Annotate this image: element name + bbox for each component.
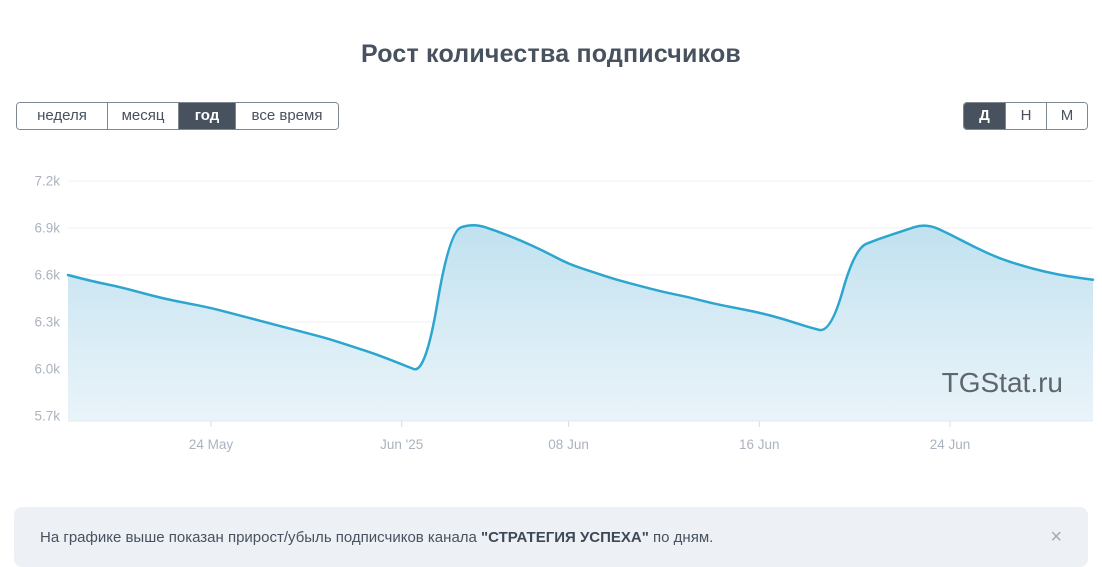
svg-text:6.0k: 6.0k [34, 362, 60, 377]
granularity-tabs: Д Н М [963, 102, 1088, 130]
area-series [66, 224, 1095, 421]
svg-text:7.2k: 7.2k [34, 174, 60, 189]
page-title: Рост количества подписчиков [360, 40, 742, 68]
granularity-tab-day[interactable]: Д [964, 103, 1005, 129]
period-tab-month[interactable]: месяц [107, 103, 178, 129]
subscribers-area-chart[interactable]: 7.2k 6.9k 6.6k 6.3k 6.0k 5.7k 24 May Jun '25 08 … [0, 160, 1102, 465]
close-icon[interactable]: × [1050, 526, 1062, 548]
banner-text: На графике выше показан прирост/убыль по… [40, 528, 714, 546]
period-tab-week[interactable]: неделя [17, 103, 107, 129]
channel-name: "СТРАТЕГИЯ УСПЕХА" [481, 528, 649, 546]
svg-text:6.6k: 6.6k [34, 268, 60, 283]
period-tab-year[interactable]: год [178, 103, 235, 129]
svg-text:24 Jun: 24 Jun [930, 437, 971, 452]
granularity-tab-month[interactable]: М [1046, 103, 1087, 129]
period-tabs: неделя месяц год все время [16, 102, 339, 130]
svg-text:5.7k: 5.7k [34, 409, 60, 424]
granularity-tab-week[interactable]: Н [1005, 103, 1046, 129]
tgstat-watermark: TGStat.ru [942, 367, 1063, 398]
svg-text:24 May: 24 May [189, 437, 234, 452]
svg-text:16 Jun: 16 Jun [739, 437, 780, 452]
axes: 7.2k 6.9k 6.6k 6.3k 6.0k 5.7k 24 May Jun '25 08 … [34, 174, 1093, 452]
info-banner: На графике выше показан прирост/убыль по… [14, 507, 1088, 567]
period-tab-alltime[interactable]: все время [235, 103, 338, 129]
svg-text:08 Jun: 08 Jun [548, 437, 589, 452]
svg-text:Jun '25: Jun '25 [380, 437, 423, 452]
svg-text:6.9k: 6.9k [34, 221, 60, 236]
svg-text:6.3k: 6.3k [34, 315, 60, 330]
